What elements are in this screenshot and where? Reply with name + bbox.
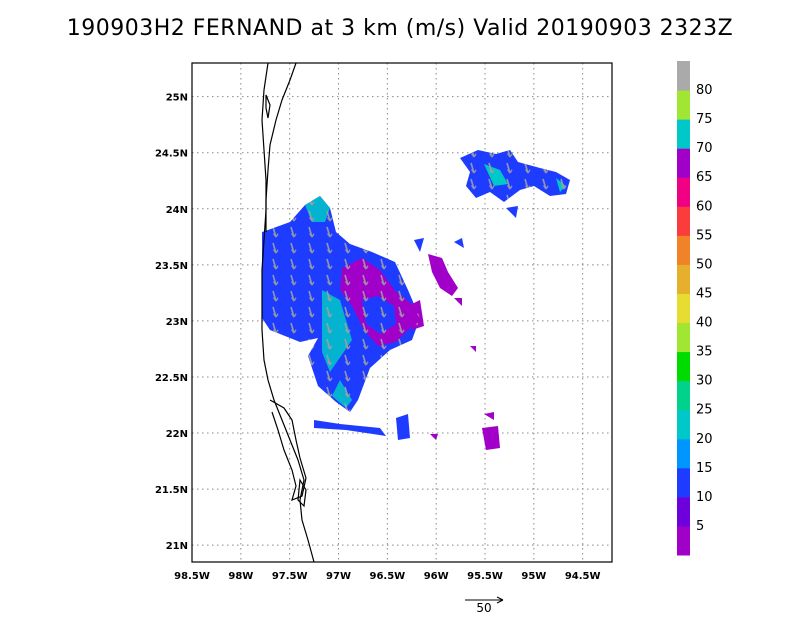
latitude-labels: 21N 21.5N 22N 22.5N 23N 23.5N 24N 24.5N 25N <box>155 93 188 553</box>
lat-tick-label: 24.5N <box>155 149 188 160</box>
colorbar-swatch <box>677 206 690 236</box>
lat-tick-label: 23.5N <box>155 261 188 272</box>
lon-tick-label: 94.5W <box>565 571 601 582</box>
colorbar-label: 65 <box>696 170 713 185</box>
lat-tick-label: 22.5N <box>155 373 188 384</box>
colorbar-label: 30 <box>696 374 713 389</box>
lon-tick-label: 95.5W <box>467 571 503 582</box>
colorbar-swatch <box>677 409 690 440</box>
colorbar-label: 20 <box>696 432 713 447</box>
lat-tick-label: 21N <box>166 541 188 552</box>
wind-field <box>262 150 570 450</box>
coastline <box>261 63 315 562</box>
colorbar-swatch <box>677 61 690 91</box>
colorbar-label: 70 <box>696 141 713 156</box>
colorbar-swatch <box>677 177 690 207</box>
lat-tick-label: 23N <box>166 317 188 328</box>
colorbar-swatch <box>677 496 690 527</box>
chart-title: 190903H2 FERNAND at 3 km (m/s) Valid 201… <box>66 16 734 41</box>
colorbar-swatch <box>677 90 690 120</box>
lat-tick-label: 21.5N <box>155 485 188 496</box>
wind-region-south <box>314 420 386 436</box>
colorbar-label: 75 <box>696 112 713 127</box>
reference-vector: 50 <box>465 596 504 615</box>
lon-tick-label: 95W <box>521 571 546 582</box>
wind-region-south-east <box>482 412 500 450</box>
colorbar-label: 25 <box>696 403 713 418</box>
reference-arrow-head <box>496 596 504 604</box>
colorbar-swatch <box>677 380 690 411</box>
lat-tick-label: 22N <box>166 429 188 440</box>
colorbar-swatch <box>677 351 690 382</box>
wind-vectors <box>262 150 570 412</box>
plot-frame <box>191 62 613 563</box>
grid-lines <box>191 63 612 562</box>
colorbar-swatch <box>677 525 690 556</box>
colorbar-label: 45 <box>696 286 713 301</box>
lat-tick-label: 24N <box>166 205 188 216</box>
lon-tick-label: 97.5W <box>272 571 308 582</box>
lon-tick-label: 97W <box>326 571 351 582</box>
colorbar-swatch <box>677 119 690 149</box>
reference-vector-label: 50 <box>476 601 491 615</box>
lon-tick-label: 98W <box>228 571 253 582</box>
lon-tick-label: 96.5W <box>369 571 405 582</box>
colorbar-swatch <box>677 293 690 324</box>
colorbar-swatch <box>677 322 690 353</box>
colorbar-label: 10 <box>696 490 713 505</box>
colorbar-swatch <box>677 264 690 294</box>
colorbar-label: 35 <box>696 345 713 360</box>
lat-tick-label: 25N <box>166 93 188 104</box>
colorbar-label: 80 <box>696 83 713 98</box>
wind-region-east-band <box>428 254 458 296</box>
colorbar-label: 15 <box>696 461 713 476</box>
colorbar-swatch <box>677 235 690 265</box>
wind-region-small <box>396 206 518 440</box>
colorbar-swatch <box>677 467 690 498</box>
colorbar-swatch <box>677 148 690 178</box>
colorbar-label: 60 <box>696 199 713 214</box>
colorbar: 5 10 15 20 25 30 35 40 45 50 55 60 65 70 75 80 <box>677 61 713 556</box>
lon-tick-label: 96W <box>424 571 449 582</box>
longitude-labels: 98.5W 98W 97.5W 97W 96.5W 96W 95.5W 95W 94.5W <box>174 571 600 582</box>
colorbar-label: 55 <box>696 228 713 243</box>
colorbar-label: 50 <box>696 257 713 272</box>
colorbar-swatches <box>677 61 690 556</box>
colorbar-labels: 5 10 15 20 25 30 35 40 45 50 55 60 65 70 75 80 <box>696 83 713 534</box>
lon-tick-label: 98.5W <box>174 571 210 582</box>
colorbar-swatch <box>677 438 690 469</box>
colorbar-label: 40 <box>696 316 713 331</box>
colorbar-label: 5 <box>696 519 704 534</box>
